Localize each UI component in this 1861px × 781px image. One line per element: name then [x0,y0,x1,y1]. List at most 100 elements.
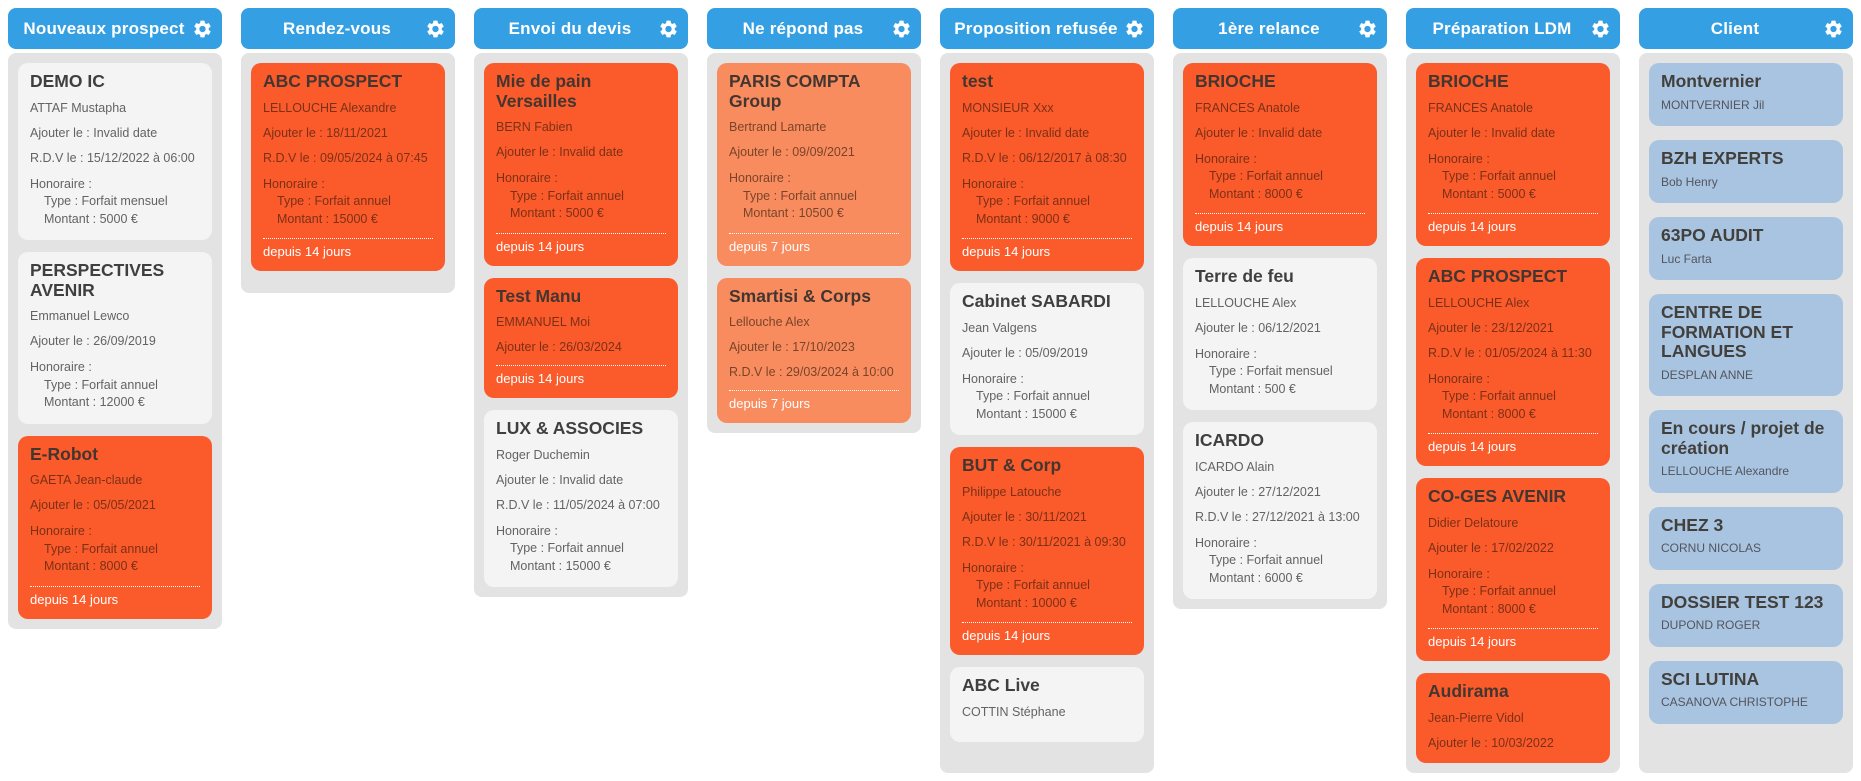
kanban-card[interactable]: PERSPECTIVES AVENIR Emmanuel Lewco Ajout… [18,252,212,424]
card-title: PARIS COMPTA Group [729,71,860,111]
kanban-card[interactable]: E-Robot GAETA Jean-claude Ajouter le : 0… [18,435,212,619]
honoraire-header: Honoraire : [30,176,92,191]
honoraire-rows: Type : Forfait annuel Montant : 10000 € [962,577,1132,612]
honoraire-row: Montant : 9000 € [976,211,1070,226]
card-line: R.D.V le : 30/11/2021 à 09:30 [962,534,1126,549]
card-title: Montvernier [1661,71,1762,91]
card-contact: COTTIN Stéphane [962,704,1066,719]
card-contact: ATTAF Mustapha [30,100,127,115]
badge-text: depuis 7 jours [729,238,810,254]
kanban-card[interactable]: 63PO AUDIT Luc Farta [1649,216,1843,280]
card-contact: Didier Delatoure [1428,515,1519,530]
kanban-card[interactable]: PARIS COMPTA Group Bertrand Lamarte Ajou… [717,63,911,266]
card-honoraire: Honoraire : Type : Forfait annuel Montant… [962,371,1132,424]
kanban-card[interactable]: test MONSIEUR Xxx Ajouter le : Invalid d… [950,63,1144,272]
kanban-card[interactable]: Montvernier MONTVERNIER Jil [1649,63,1843,126]
honoraire-header: Honoraire : [496,171,558,186]
card-lines: Ajouter le : 06/12/2021 [1195,321,1365,336]
card-lines: Ajouter le : Invalid date R.D.V le : 15/1… [30,126,200,166]
honoraire-row: Type : Forfait mensuel [44,194,168,209]
kanban-card[interactable]: BZH EXPERTS Bob Henry [1649,139,1843,203]
kanban-card[interactable]: SCI LUTINA CASANOVA CHRISTOPHE [1649,660,1843,724]
kanban-card[interactable]: Mie de pain Versailles BERN Fabien Ajout… [484,63,678,266]
honoraire-header: Honoraire : [30,360,92,375]
card-line: Ajouter le : 23/12/2021 [1428,320,1554,335]
kanban-card[interactable]: Cabinet SABARDI Jean Valgens Ajouter le … [950,283,1144,436]
gear-icon [1592,20,1609,37]
honoraire-row: Type : Forfait annuel [510,188,624,203]
card-lines: Ajouter le : 18/11/2021 R.D.V le : 09/05/… [263,126,433,166]
honoraire-row: Montant : 8000 € [1442,406,1536,421]
column-settings-button[interactable] [658,18,679,39]
honoraire-rows: Type : Forfait annuel Montant : 15000 € [962,388,1132,423]
kanban-card[interactable]: BRIOCHE FRANCES Anatole Ajouter le : Inv… [1416,63,1610,247]
honoraire-rows: Type : Forfait annuel Montant : 8000 € [1195,168,1365,203]
column-header: 1ère relance [1173,8,1387,49]
card-title: Smartisi & Corps [729,285,871,306]
honoraire-row: Type : Forfait annuel [1442,169,1556,184]
card-honoraire: Honoraire : Type : Forfait annuel Montant… [1428,151,1598,204]
honoraire-rows: Type : Forfait annuel Montant : 15000 € [263,193,433,228]
kanban-card[interactable]: ABC PROSPECT LELLOUCHE Alex Ajouter le :… [1416,258,1610,467]
honoraire-header: Honoraire : [263,176,325,191]
honoraire-row: Type : Forfait annuel [1442,584,1556,599]
card-honoraire: Honoraire : Type : Forfait annuel Montant… [1428,371,1598,424]
card-title: BRIOCHE [1195,71,1276,91]
column-settings-button[interactable] [1124,18,1145,39]
column-settings-button[interactable] [1357,18,1378,39]
card-line: Ajouter le : 26/03/2024 [496,340,622,355]
honoraire-rows: Type : Forfait annuel Montant : 8000 € [1428,388,1598,423]
card-honoraire: Honoraire : Type : Forfait mensuel Montan… [1195,346,1365,399]
card-line: Ajouter le : Invalid date [1195,125,1323,140]
card-line: Ajouter le : Invalid date [496,472,624,487]
kanban-card[interactable]: BUT & Corp Philippe Latouche Ajouter le … [950,447,1144,656]
column-title: Ne répond pas [742,18,864,38]
card-contact: FRANCES Anatole [1428,100,1533,115]
card-line: Ajouter le : Invalid date [496,145,624,160]
kanban-card[interactable]: LUX & ASSOCIES Roger Duchemin Ajouter le… [484,410,678,588]
kanban-card[interactable]: CHEZ 3 CORNU NICOLAS [1649,506,1843,570]
card-title: Audirama [1428,681,1509,702]
column-settings-button[interactable] [1590,18,1611,39]
card-age-badge: depuis 7 jours [729,390,899,411]
kanban-card[interactable]: BRIOCHE FRANCES Anatole Ajouter le : Inv… [1183,63,1377,247]
column-settings-button[interactable] [425,18,446,39]
kanban-card[interactable]: CENTRE DE FORMATION ET LANGUES DESPLAN A… [1649,293,1843,397]
kanban-column: Envoi du devis Mie de pain Versailles BE… [474,8,688,598]
column-header: Client [1639,8,1853,49]
card-age-badge: depuis 14 jours [962,238,1132,259]
column-settings-button[interactable] [891,18,912,39]
card-lines: Ajouter le : 05/09/2019 [962,346,1132,361]
column-settings-button[interactable] [1823,18,1844,39]
card-line: Ajouter le : Invalid date [1428,125,1556,140]
card-age-badge: depuis 14 jours [496,365,666,386]
card-honoraire: Honoraire : Type : Forfait annuel Montant… [962,176,1132,229]
kanban-card[interactable]: Audirama Jean-Pierre Vidol Ajouter le : … [1416,673,1610,763]
card-line: Ajouter le : 09/09/2021 [729,145,855,160]
card-contact: Jean-Pierre Vidol [1428,710,1524,725]
honoraire-row: Montant : 10500 € [743,206,844,221]
kanban-card[interactable]: ICARDO ICARDO Alain Ajouter le : 27/12/2… [1183,422,1377,600]
kanban-card[interactable]: CO-GES AVENIR Didier Delatoure Ajouter l… [1416,478,1610,662]
kanban-card[interactable]: ABC PROSPECT LELLOUCHE Alexandre Ajouter… [251,63,445,272]
kanban-card[interactable]: Test Manu EMMANUEL Moi Ajouter le : 26/0… [484,277,678,399]
card-line: Ajouter le : 17/10/2023 [729,340,855,355]
kanban-card[interactable]: Smartisi & Corps Lellouche Alex Ajouter … [717,277,911,424]
kanban-card[interactable]: DEMO IC ATTAF Mustapha Ajouter le : Inva… [18,63,212,241]
card-age-badge: depuis 14 jours [1428,628,1598,649]
card-contact: BERN Fabien [496,120,573,135]
card-age-badge: depuis 7 jours [729,232,899,254]
gear-icon [893,20,910,37]
kanban-card[interactable]: DOSSIER TEST 123 DUPOND ROGER [1649,583,1843,647]
card-contact: LELLOUCHE Alex [1195,295,1297,310]
badge-text: depuis 7 jours [729,396,810,412]
card-contact: DUPOND ROGER [1661,618,1761,633]
kanban-card[interactable]: En cours / projet de création LELLOUCHE … [1649,410,1843,493]
kanban-card[interactable]: Terre de feu LELLOUCHE Alex Ajouter le :… [1183,258,1377,411]
kanban-column: Proposition refusée test MONSIEUR Xxx Aj… [940,8,1154,773]
card-lines: Ajouter le : 23/12/2021 R.D.V le : 01/05/… [1428,321,1598,361]
card-contact: Bob Henry [1661,174,1718,189]
card-lines: Ajouter le : 05/05/2021 [30,498,200,513]
column-settings-button[interactable] [192,18,213,39]
kanban-card[interactable]: ABC Live COTTIN Stéphane [950,667,1144,742]
